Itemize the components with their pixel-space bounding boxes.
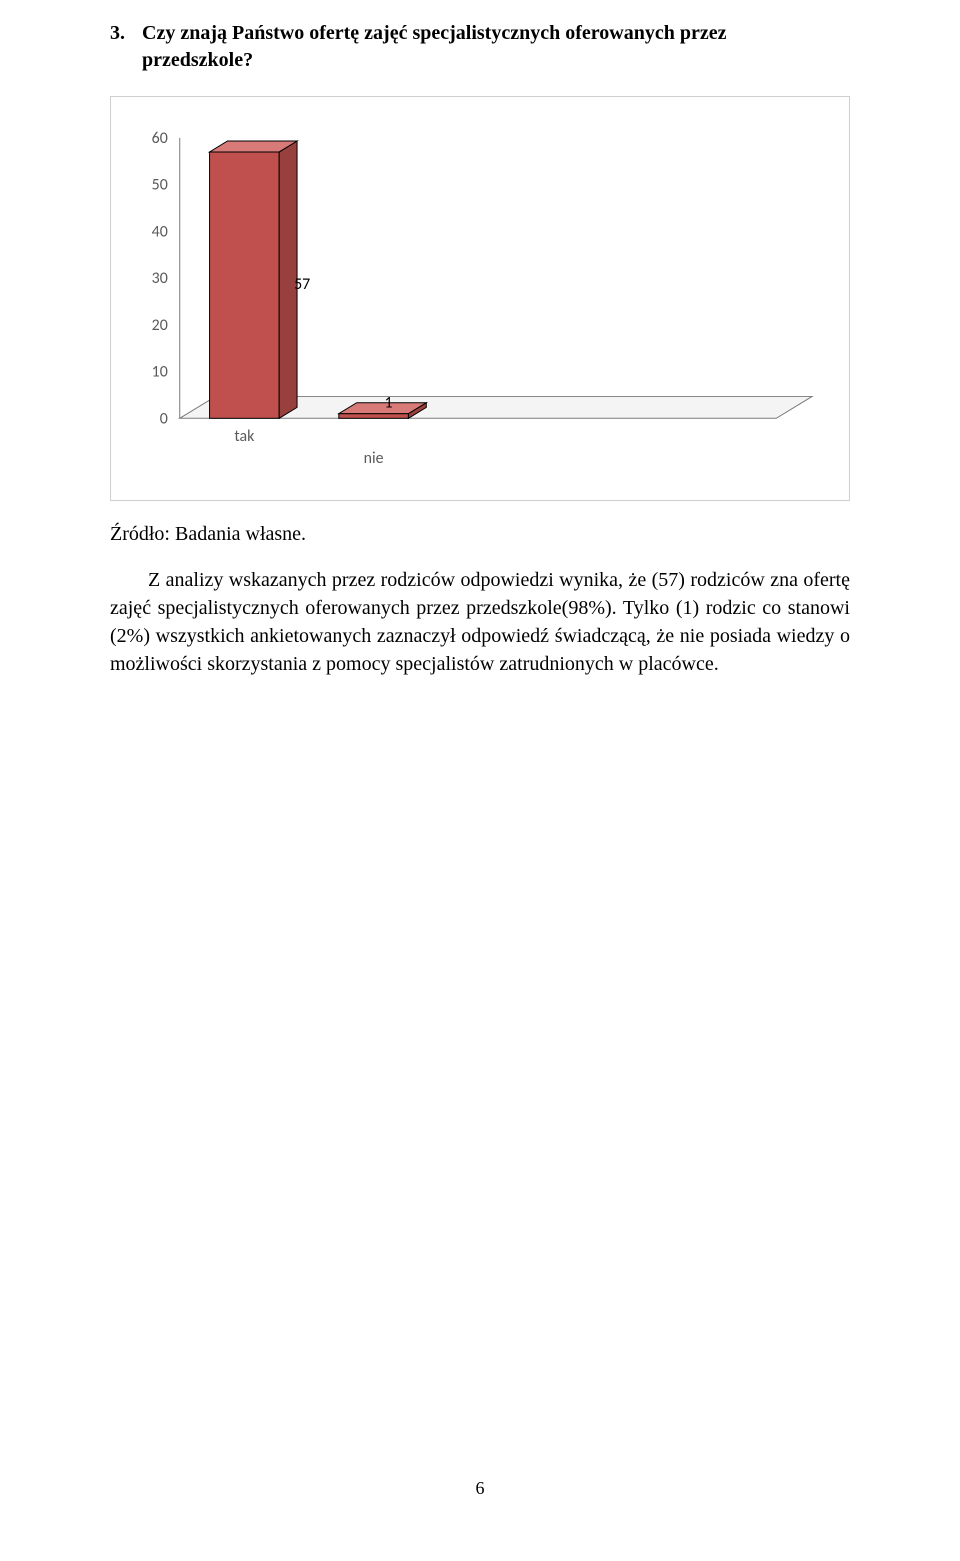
analysis-paragraph: Z analizy wskazanych przez rodziców odpo…	[110, 566, 850, 678]
ytick-3: 30	[152, 269, 168, 288]
chart-container: 0 10 20 30 40 50 60	[110, 96, 850, 501]
ytick-1: 10	[152, 363, 168, 382]
question-text: Czy znają Państwo ofertę zajęć specjalis…	[142, 20, 850, 74]
cat-tak: tak	[234, 427, 255, 446]
bar-tak-front	[210, 152, 280, 418]
question-number: 3.	[110, 20, 142, 47]
ytick-4: 40	[152, 222, 168, 241]
ytick-6: 60	[152, 129, 168, 148]
cat-nie: nie	[364, 449, 384, 468]
question-text-line2: przedszkole?	[142, 47, 850, 74]
bar-nie-front	[339, 414, 409, 419]
ytick-0: 0	[160, 409, 168, 428]
source-label: Źródło: Badania własne.	[110, 523, 850, 546]
bar-chart: 0 10 20 30 40 50 60	[139, 125, 821, 472]
page: 3. Czy znają Państwo ofertę zajęć specja…	[0, 0, 960, 1561]
question-heading: 3. Czy znają Państwo ofertę zajęć specja…	[110, 20, 850, 74]
question-text-line1: Czy znają Państwo ofertę zajęć specjalis…	[142, 22, 726, 44]
bar-nie-value: 1	[385, 393, 393, 412]
bar-tak-value: 57	[294, 275, 310, 294]
ytick-5: 50	[152, 176, 168, 195]
chart-inner: 0 10 20 30 40 50 60	[139, 125, 821, 472]
page-number: 6	[0, 1478, 960, 1499]
ytick-2: 20	[152, 316, 168, 335]
